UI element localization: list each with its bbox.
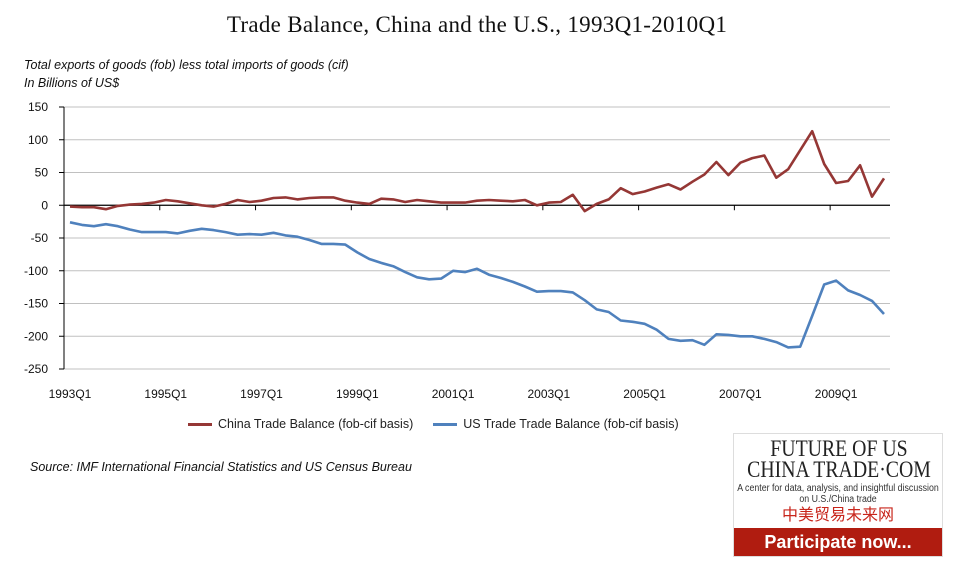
x-tick-label: 1995Q1: [144, 387, 187, 401]
x-tick-label: 2005Q1: [623, 387, 666, 401]
advertisement-banner[interactable]: FUTURE OF US CHINA TRADE·COM A center fo…: [733, 433, 943, 557]
y-tick-label: -200: [24, 329, 48, 343]
x-tick-label: 2003Q1: [527, 387, 570, 401]
ad-logo-line1: FUTURE OF US: [770, 436, 908, 461]
chart-title: Trade Balance, China and the U.S., 1993Q…: [226, 12, 728, 37]
china-trade-balance-line: [69, 129, 886, 213]
source-note: Source: IMF International Financial Stat…: [30, 460, 412, 474]
legend-item-china: China Trade Balance (fob-cif basis): [188, 417, 413, 431]
x-tick-label: 1993Q1: [49, 387, 92, 401]
us-trade-balance-line: [69, 221, 885, 349]
ad-logo-line2: CHINA TRADE·COM: [747, 457, 931, 482]
y-axis-unit-label: In Billions of US$: [24, 76, 120, 90]
ad-chinese-name: 中美贸易未来网: [781, 507, 894, 524]
y-tick-label: -250: [24, 362, 48, 376]
participate-now-button[interactable]: Participate now...: [734, 528, 942, 556]
x-tick-label: 1999Q1: [336, 387, 379, 401]
y-tick-label: 150: [28, 100, 48, 114]
y-tick-label: 100: [28, 133, 48, 147]
legend-label-us: US Trade Trade Balance (fob-cif basis): [463, 417, 679, 431]
chart-subtitle: Total exports of goods (fob) less total …: [24, 58, 349, 72]
y-tick-label: -100: [24, 264, 48, 278]
legend: China Trade Balance (fob-cif basis) US T…: [188, 417, 679, 431]
y-tick-label: -50: [31, 231, 49, 245]
x-tick-label: 2009Q1: [815, 387, 858, 401]
y-tick-label: 0: [41, 198, 48, 212]
y-tick-label: 50: [35, 166, 49, 180]
y-tick-label: -150: [24, 297, 48, 311]
legend-item-us: US Trade Trade Balance (fob-cif basis): [433, 417, 679, 431]
x-tick-label: 2007Q1: [719, 387, 762, 401]
x-tick-label: 1997Q1: [240, 387, 283, 401]
legend-label-china: China Trade Balance (fob-cif basis): [218, 417, 414, 431]
ad-tagline: A center for data, analysis, and insight…: [737, 483, 939, 505]
legend-swatch-us: [433, 422, 458, 426]
x-tick-label: 2001Q1: [432, 387, 475, 401]
legend-swatch-china: [188, 422, 212, 426]
